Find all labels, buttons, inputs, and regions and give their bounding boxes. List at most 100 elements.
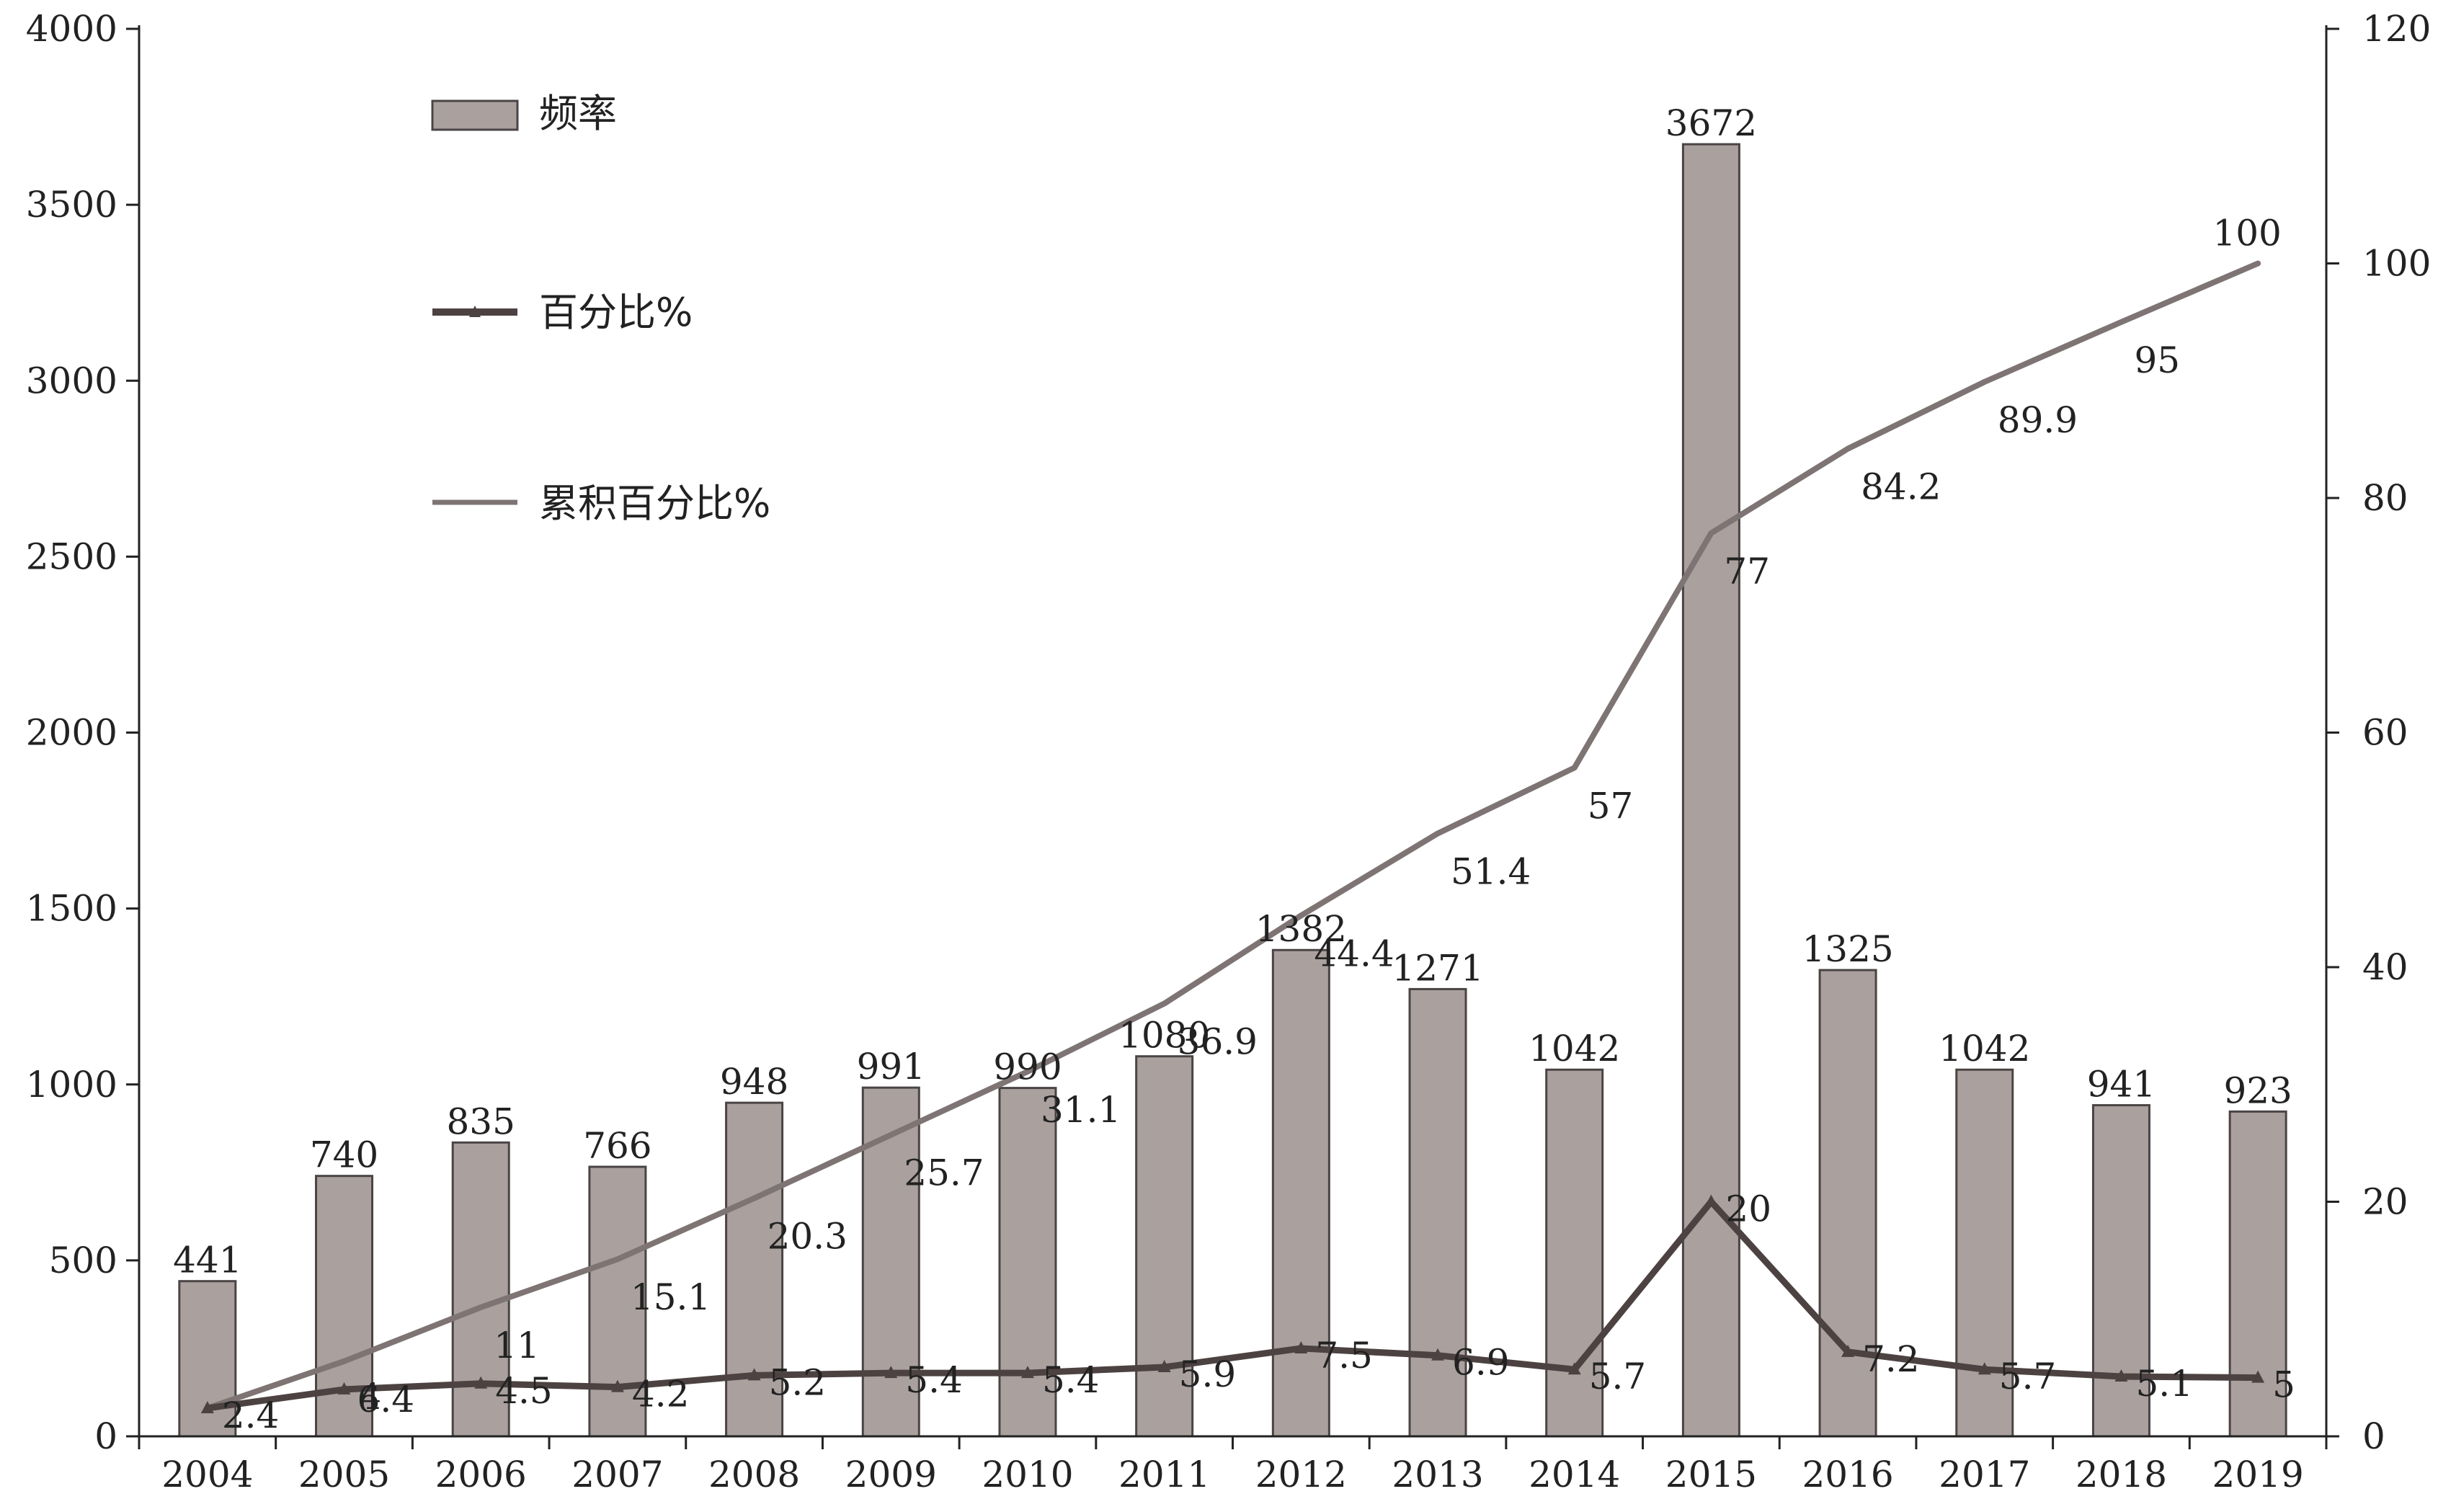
bar-value-label-2013: 1271: [1392, 947, 1483, 989]
y-right-tick-label-120: 120: [2362, 8, 2431, 50]
cumulative-value-label-2015: 77: [1724, 551, 1770, 592]
percent-marker-2008: [747, 1368, 761, 1381]
y-right-tick-label-60: 60: [2362, 712, 2408, 754]
y-left-tick-label-3500: 3500: [26, 184, 117, 226]
percent-value-label-2005: 4: [359, 1376, 382, 1418]
y-left-tick-label-4000: 4000: [26, 8, 117, 50]
y-left-tick-label-1500: 1500: [26, 888, 117, 930]
cumulative-value-label-2011: 36.9: [1178, 1020, 1258, 1062]
percent-marker-2018: [2114, 1369, 2128, 1382]
bar-value-label-2014: 1042: [1529, 1028, 1620, 1069]
y-left-tick-label-2500: 2500: [26, 535, 117, 577]
percent-marker-2012: [1294, 1340, 1308, 1353]
percent-value-label-2019: 5: [2272, 1364, 2295, 1406]
bar-value-label-2008: 948: [720, 1061, 788, 1103]
cumulative-value-label-2007: 15.1: [631, 1276, 711, 1318]
x-tick-label-2013: 2013: [1392, 1454, 1483, 1495]
x-tick-label-2011: 2011: [1118, 1454, 1210, 1495]
x-tick-label-2017: 2017: [1939, 1454, 2030, 1495]
percent-marker-2005: [337, 1382, 351, 1395]
bar-2015: [1681, 143, 1740, 1438]
percent-marker-2004: [200, 1400, 214, 1413]
x-tick-label-2006: 2006: [435, 1454, 527, 1495]
cumulative-value-label-2010: 31.1: [1041, 1089, 1121, 1131]
percent-value-label-2007: 4.2: [632, 1374, 690, 1415]
bar-2011: [1135, 1055, 1194, 1438]
legend-swatch-frequency: [431, 99, 519, 131]
bar-value-label-2015: 3672: [1665, 102, 1757, 144]
cumulative-value-label-2012: 44.4: [1314, 933, 1394, 974]
x-tick-label-2008: 2008: [708, 1454, 800, 1495]
percent-marker-2016: [1841, 1344, 1855, 1357]
y-right-tick-label-0: 0: [2362, 1415, 2385, 1457]
percent-value-label-2012: 7.5: [1315, 1335, 1373, 1377]
y-right-tick-label-100: 100: [2362, 243, 2431, 285]
cumulative-value-label-2014: 57: [1588, 785, 1634, 827]
lines-layer: [200, 260, 2265, 1413]
percent-value-label-2013: 6.9: [1452, 1342, 1510, 1384]
data-labels-layer: 441 740 835 766 948 991 990 1080 1382 1271 1042 367…: [173, 102, 2295, 1436]
percent-value-label-2010: 5.4: [1042, 1359, 1100, 1401]
x-tick-label-2004: 2004: [161, 1454, 253, 1495]
x-tick-label-2019: 2019: [2212, 1454, 2304, 1495]
axes-layer: 0 500 1000 1500 2000 2500 3000 3500 4000 0 20 40 60 8…: [26, 8, 2432, 1495]
x-tick-label-2012: 2012: [1255, 1454, 1347, 1495]
cumulative-value-label-2013: 51.4: [1451, 850, 1531, 892]
y-left-tick-label-500: 500: [49, 1240, 117, 1281]
y-left-tick-label-3000: 3000: [26, 360, 117, 401]
cumulative-percent-line: [204, 260, 2261, 1411]
y-right-tick-label-20: 20: [2362, 1181, 2408, 1223]
cumulative-value-label-2018: 95: [2134, 339, 2180, 381]
bar-value-label-2012: 1382: [1255, 908, 1347, 950]
cumulative-value-label-2009: 25.7: [904, 1152, 984, 1194]
percent-marker-2007: [610, 1379, 624, 1392]
cumulative-value-label-2005: 6.4: [357, 1379, 415, 1420]
bar-value-label-2009: 991: [857, 1046, 925, 1088]
bar-value-label-2004: 441: [173, 1240, 241, 1281]
percent-marker-2019: [2251, 1370, 2265, 1383]
y-right-tick-label-40: 40: [2362, 946, 2408, 988]
bar-value-label-2006: 835: [447, 1100, 515, 1142]
bar-value-label-2005: 740: [310, 1134, 378, 1176]
percent-marker-2013: [1431, 1348, 1445, 1361]
cumulative-value-label-2006: 11: [494, 1325, 540, 1366]
legend-marker-percent: [469, 306, 481, 317]
bar-2014: [1545, 1068, 1604, 1438]
percent-value-label-2015: 20: [1725, 1188, 1771, 1230]
bar-value-label-2007: 766: [583, 1125, 651, 1167]
percent-marker-2010: [1020, 1366, 1034, 1379]
percent-value-label-2008: 5.2: [769, 1361, 827, 1403]
percent-marker-2009: [884, 1366, 898, 1379]
y-right-tick-label-80: 80: [2362, 477, 2408, 519]
bar-value-label-2018: 941: [2087, 1064, 2156, 1106]
x-tick-label-2015: 2015: [1665, 1454, 1757, 1495]
legend-label-frequency: 频率: [539, 91, 617, 136]
y-left-tick-label-2000: 2000: [26, 712, 117, 754]
percent-marker-2014: [1567, 1362, 1581, 1375]
y-left-tick-label-1000: 1000: [26, 1064, 117, 1106]
bar-value-label-2019: 923: [2223, 1069, 2292, 1111]
percent-value-label-2018: 5.1: [2135, 1363, 2193, 1405]
x-tick-label-2009: 2009: [845, 1454, 937, 1495]
bar-value-label-2010: 990: [993, 1046, 1062, 1088]
bars-layer: [178, 143, 2287, 1438]
percent-marker-2006: [474, 1376, 488, 1389]
percent-value-label-2017: 5.7: [1999, 1356, 2057, 1397]
bar-2016: [1818, 969, 1877, 1438]
percent-value-label-2011: 5.9: [1179, 1353, 1237, 1395]
legend-label-percent: 百分比%: [539, 290, 693, 335]
percent-value-label-2014: 5.7: [1589, 1356, 1647, 1397]
bar-value-label-2017: 1042: [1939, 1028, 2030, 1069]
legend: 频率 百分比% 累积百分比%: [431, 91, 770, 526]
cumulative-value-label-2019: 100: [2212, 213, 2281, 254]
bar-value-label-2016: 1325: [1802, 928, 1893, 970]
percent-marker-2011: [1157, 1359, 1171, 1372]
cumulative-value-label-2016: 84.2: [1861, 466, 1941, 508]
x-tick-label-2014: 2014: [1529, 1454, 1620, 1495]
percent-value-label-2006: 4.5: [495, 1370, 553, 1412]
x-tick-label-2018: 2018: [2076, 1454, 2167, 1495]
percent-value-label-2004: 2.4: [222, 1395, 280, 1436]
x-tick-label-2016: 2016: [1802, 1454, 1893, 1495]
percent-value-label-2009: 5.4: [905, 1359, 963, 1401]
